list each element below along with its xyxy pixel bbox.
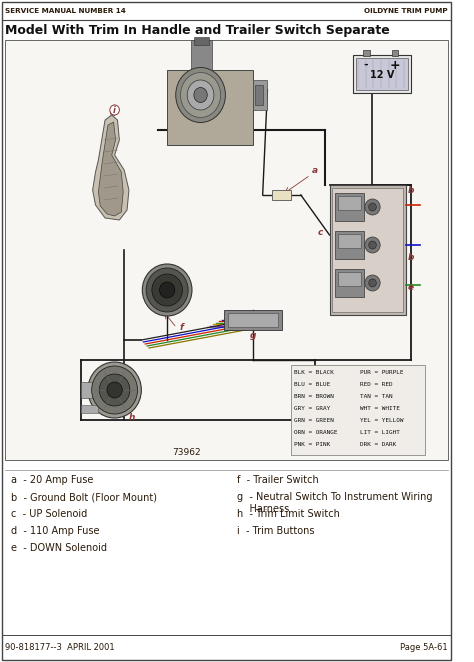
Text: b  - Ground Bolt (Floor Mount): b - Ground Bolt (Floor Mount) <box>11 492 157 502</box>
Polygon shape <box>92 115 129 220</box>
Text: b: b <box>408 186 414 195</box>
Text: LIT = LIGHT: LIT = LIGHT <box>360 430 400 435</box>
Text: TAN = TAN: TAN = TAN <box>360 394 392 399</box>
Text: h  - Trim Limit Switch: h - Trim Limit Switch <box>237 509 340 519</box>
Text: f: f <box>180 323 183 332</box>
Ellipse shape <box>176 68 226 122</box>
Bar <box>191 40 212 72</box>
Bar <box>335 193 364 221</box>
Bar <box>354 55 410 93</box>
Circle shape <box>369 203 376 211</box>
Text: GRY = GRAY: GRY = GRAY <box>294 406 330 411</box>
Text: b: b <box>408 253 414 262</box>
Bar <box>194 37 209 45</box>
Text: BLU = BLUE: BLU = BLUE <box>294 382 330 387</box>
Bar <box>167 70 253 145</box>
Bar <box>338 234 361 248</box>
Bar <box>329 185 406 315</box>
Circle shape <box>88 362 141 418</box>
Text: 12 V: 12 V <box>370 70 394 80</box>
Bar <box>356 58 408 90</box>
Bar <box>253 80 267 110</box>
Text: g: g <box>250 331 256 340</box>
Circle shape <box>369 241 376 249</box>
Circle shape <box>160 282 175 298</box>
Ellipse shape <box>187 80 214 110</box>
Bar <box>332 188 403 312</box>
Text: 90-818177--3  APRIL 2001: 90-818177--3 APRIL 2001 <box>5 643 114 653</box>
Text: RED = RED: RED = RED <box>360 382 392 387</box>
Circle shape <box>146 268 188 312</box>
Bar <box>5 40 448 460</box>
Polygon shape <box>99 122 123 216</box>
Text: c: c <box>318 228 323 237</box>
Bar <box>292 365 425 455</box>
Bar <box>255 85 263 105</box>
Bar <box>338 272 361 286</box>
Circle shape <box>365 275 380 291</box>
Text: c  - UP Solenoid: c - UP Solenoid <box>11 509 88 519</box>
Bar <box>81 382 92 398</box>
Text: +: + <box>390 58 401 71</box>
Bar <box>338 196 361 210</box>
Circle shape <box>365 237 380 253</box>
Text: WHT = WHITE: WHT = WHITE <box>360 406 400 411</box>
Text: d  - 110 Amp Fuse: d - 110 Amp Fuse <box>11 526 100 536</box>
Text: OILDYNE TRIM PUMP: OILDYNE TRIM PUMP <box>365 8 448 14</box>
Circle shape <box>142 264 192 316</box>
Text: f  - Trailer Switch: f - Trailer Switch <box>237 475 319 485</box>
Circle shape <box>100 374 130 406</box>
Text: e  - DOWN Solenoid: e - DOWN Solenoid <box>11 543 108 553</box>
Circle shape <box>91 366 137 414</box>
Bar <box>363 50 370 56</box>
Bar <box>225 310 282 330</box>
Circle shape <box>107 382 122 398</box>
Text: YEL = YELLOW: YEL = YELLOW <box>360 418 403 423</box>
Circle shape <box>110 105 119 115</box>
Bar <box>81 405 99 413</box>
Text: PNK = PINK: PNK = PINK <box>294 442 330 447</box>
Text: a  - 20 Amp Fuse: a - 20 Amp Fuse <box>11 475 94 485</box>
Bar <box>335 231 364 259</box>
Text: ORN = ORANGE: ORN = ORANGE <box>294 430 337 435</box>
Text: a: a <box>312 166 319 175</box>
Text: BRN = BROWN: BRN = BROWN <box>294 394 334 399</box>
Circle shape <box>369 279 376 287</box>
Text: Model With Trim In Handle and Trailer Switch Separate: Model With Trim In Handle and Trailer Sw… <box>5 23 390 36</box>
Bar <box>272 190 292 200</box>
Circle shape <box>152 274 182 306</box>
Text: GRN = GREEN: GRN = GREEN <box>294 418 334 423</box>
Bar <box>335 269 364 297</box>
Text: h: h <box>129 413 135 422</box>
Text: g  - Neutral Switch To Instrument Wiring
    Harness: g - Neutral Switch To Instrument Wiring … <box>237 492 432 514</box>
Text: -: - <box>364 60 368 70</box>
Text: i: i <box>113 105 116 115</box>
Circle shape <box>365 199 380 215</box>
Ellipse shape <box>181 73 220 117</box>
Text: e: e <box>408 283 414 292</box>
Text: PUR = PURPLE: PUR = PURPLE <box>360 370 403 375</box>
Ellipse shape <box>194 87 207 103</box>
Bar <box>392 50 398 56</box>
Text: DRK = DARK: DRK = DARK <box>360 442 396 447</box>
Text: 73962: 73962 <box>172 448 201 457</box>
Text: i  - Trim Buttons: i - Trim Buttons <box>237 526 314 536</box>
Text: BLK = BLACK: BLK = BLACK <box>294 370 334 375</box>
Bar <box>228 313 278 327</box>
Text: SERVICE MANUAL NUMBER 14: SERVICE MANUAL NUMBER 14 <box>5 8 126 14</box>
Text: Page 5A-61: Page 5A-61 <box>401 643 448 653</box>
